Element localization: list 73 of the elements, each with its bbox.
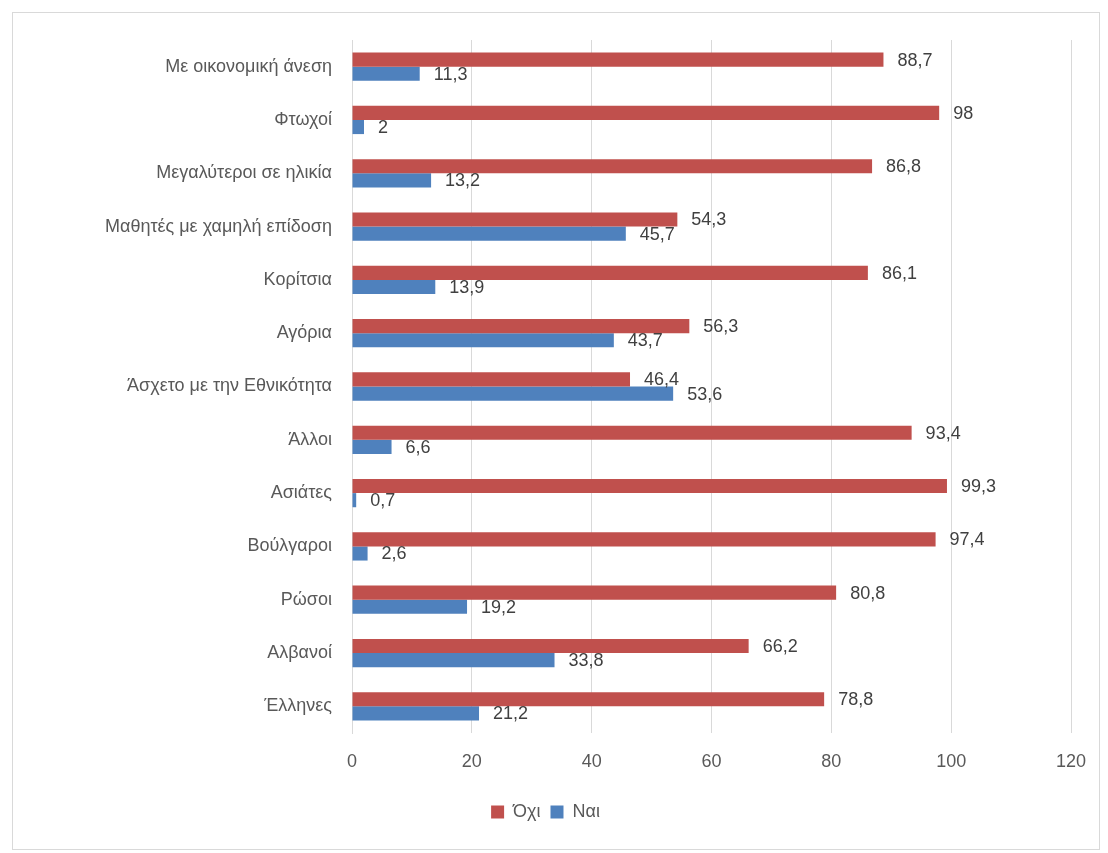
data-label: 6,6 (405, 436, 431, 457)
data-label: 33,8 (568, 650, 604, 671)
data-label: 88,7 (897, 49, 933, 70)
bar (352, 653, 555, 668)
y-tick-label: Άλλοι (288, 428, 332, 449)
bar (352, 425, 912, 440)
y-tick-label: Αλβανοί (267, 642, 332, 663)
bar (352, 279, 436, 295)
bar (352, 546, 368, 561)
data-label: 13,9 (449, 276, 485, 297)
data-label: 86,1 (881, 262, 917, 283)
bar (352, 585, 837, 600)
data-label: 53,6 (687, 383, 723, 404)
y-tick-label: Μεγαλύτεροι σε ηλικία (156, 162, 332, 183)
data-label: 56,3 (703, 316, 739, 337)
y-tick-label: Άσχετο με την Εθνικότητα (127, 375, 332, 396)
bar (352, 226, 626, 241)
bar (352, 265, 868, 280)
data-label: 11,3 (433, 63, 468, 84)
x-tick-label: 120 (1055, 750, 1087, 771)
y-tick-label: Κορίτσια (263, 268, 332, 289)
x-tick-label: 60 (701, 750, 722, 771)
bar (352, 638, 749, 654)
y-tick-label: Μαθητές με χαμηλή επίδοση (105, 215, 332, 236)
legend-label: Όχι (512, 800, 541, 821)
bar (352, 372, 631, 387)
y-tick-label: Με οικονομική άνεση (165, 55, 332, 76)
data-label: 19,2 (481, 596, 517, 617)
bar (352, 599, 468, 614)
y-tick-label: Αγόρια (276, 322, 332, 343)
data-label: 86,8 (886, 156, 922, 177)
bar (352, 52, 884, 67)
data-label: 66,2 (762, 635, 798, 656)
data-label: 78,8 (838, 689, 874, 710)
bar (352, 66, 420, 81)
y-tick-label: Ρώσοι (280, 588, 332, 609)
x-tick-label: 0 (346, 750, 358, 771)
data-label: 99,3 (960, 476, 997, 497)
data-label: 43,7 (627, 330, 663, 351)
y-tick-label: Ασιάτες (270, 482, 333, 503)
data-label: 2,6 (381, 543, 407, 564)
data-label: 80,8 (850, 582, 886, 603)
bar (352, 212, 678, 227)
data-label: 45,7 (639, 223, 675, 244)
x-tick-label: 100 (936, 750, 967, 771)
bar (352, 119, 364, 135)
bar (352, 706, 480, 721)
data-label: 2 (377, 116, 388, 137)
data-label: 46,4 (644, 369, 680, 390)
data-label: 13,2 (445, 170, 481, 191)
bar (352, 159, 873, 174)
bar (352, 173, 432, 188)
y-tick-label: Φτωχοί (274, 108, 332, 129)
y-tick-label: Βούλγαροι (247, 535, 332, 556)
bar (352, 319, 690, 334)
bar (352, 105, 940, 120)
x-tick-label: 80 (821, 750, 842, 771)
bar (352, 532, 936, 547)
bar (352, 478, 947, 494)
bar (352, 386, 674, 401)
x-tick-label: 40 (581, 750, 602, 771)
data-label: 54,3 (691, 209, 727, 230)
y-tick-label: Έλληνες (263, 695, 333, 716)
data-label: 93,4 (925, 422, 961, 443)
data-label: 21,2 (493, 703, 529, 724)
x-tick-label: 20 (461, 750, 482, 771)
bar (352, 439, 392, 454)
bar (352, 333, 614, 348)
data-label: 97,4 (949, 529, 985, 550)
data-label: 98 (953, 102, 974, 123)
legend-label: Ναι (572, 800, 600, 821)
bar (352, 692, 825, 707)
data-label: 0,7 (370, 490, 396, 511)
